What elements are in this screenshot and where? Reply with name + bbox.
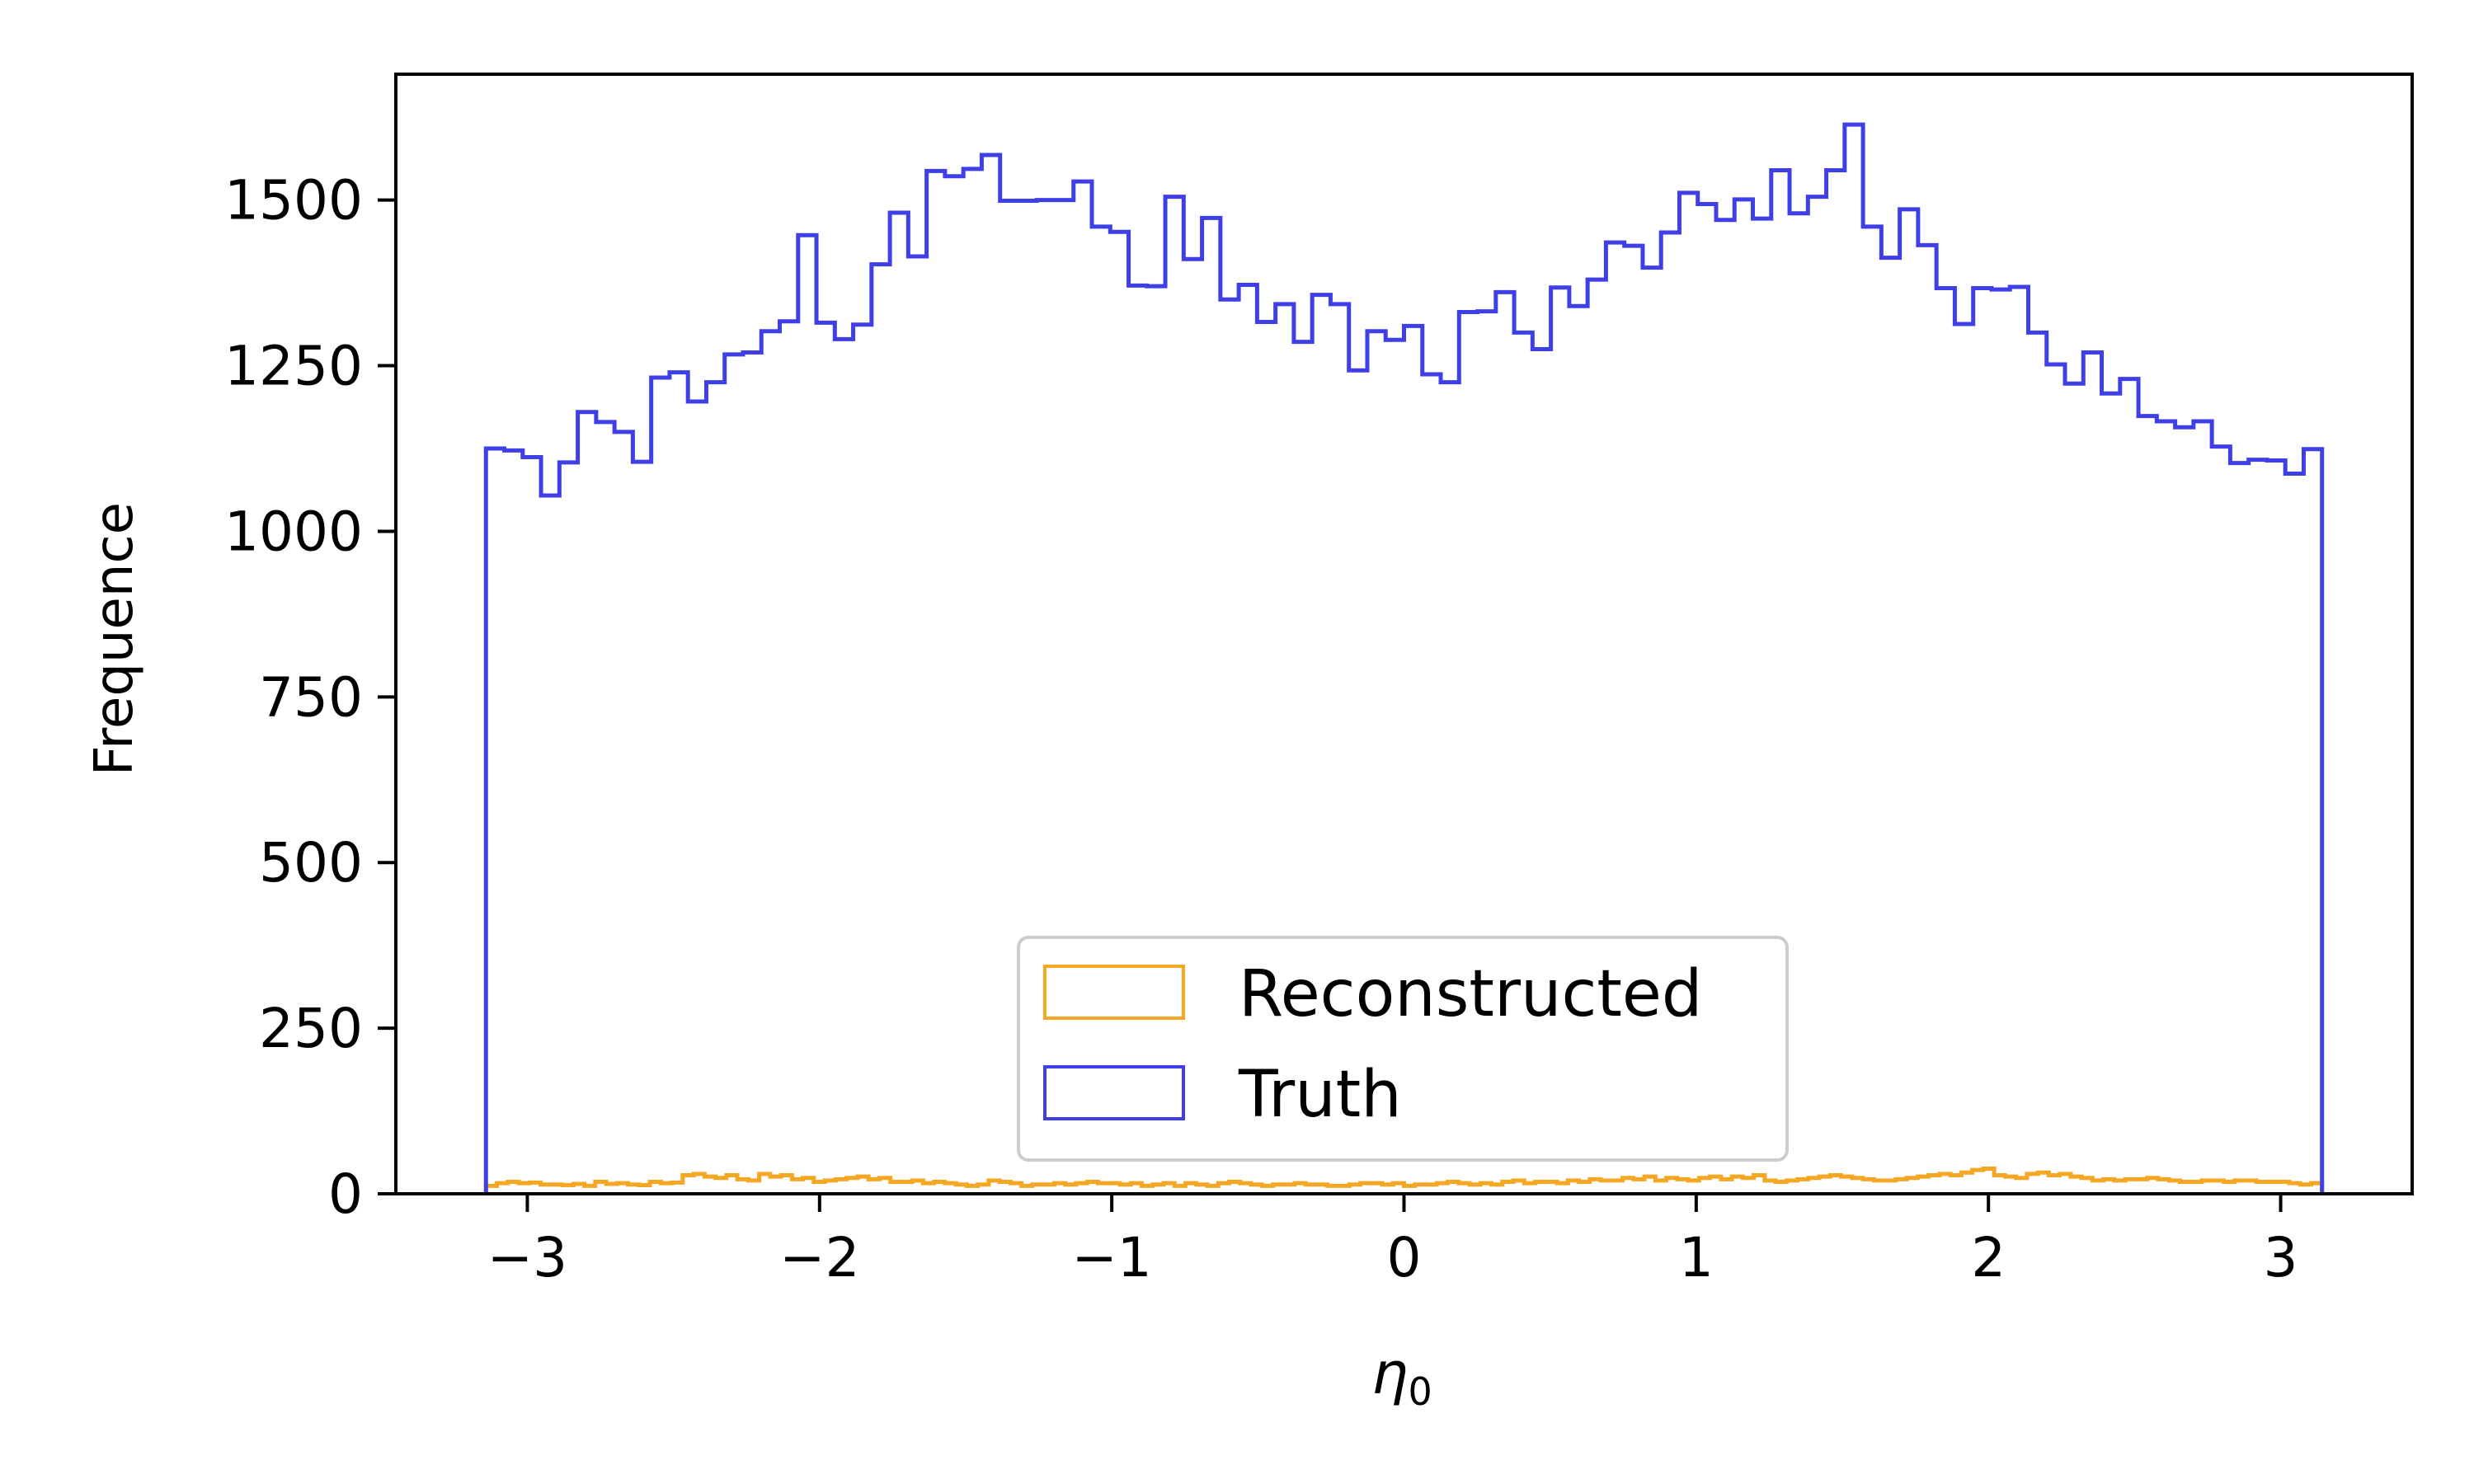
legend-box	[1017, 936, 1789, 1162]
y-tick-label: 750	[259, 665, 363, 729]
legend: Reconstructed Truth	[1017, 936, 1789, 1162]
y-tick-label: 0	[328, 1162, 363, 1226]
x-axis-label-symbol: η	[1371, 1340, 1408, 1407]
y-tick-label: 250	[259, 997, 363, 1060]
legend-swatch-reconstructed	[1043, 965, 1185, 1020]
y-axis-label: Frequence	[84, 502, 145, 776]
x-tick-label: 2	[1971, 1226, 2006, 1289]
x-tick-label: 1	[1679, 1226, 1714, 1289]
series-line-truth	[483, 122, 2325, 1194]
y-axis: 0 250 500 750 1000 1250 1500	[224, 169, 396, 1226]
legend-label-truth: Truth	[1238, 1058, 1402, 1132]
x-tick-label: −3	[487, 1226, 567, 1289]
series-line-reconstructed	[483, 1166, 2325, 1194]
series-layer	[483, 122, 2325, 1194]
x-axis-label-subscript: 0	[1409, 1369, 1432, 1414]
x-tick-label: −1	[1072, 1226, 1152, 1289]
x-axis-label: η0	[1371, 1340, 1432, 1414]
y-tick-label: 1500	[224, 169, 363, 232]
y-tick-label: 500	[259, 831, 363, 895]
x-tick-label: 3	[2264, 1226, 2298, 1289]
legend-label-reconstructed: Reconstructed	[1239, 957, 1702, 1031]
x-tick-label: −2	[779, 1226, 859, 1289]
y-tick-label: 1250	[224, 335, 363, 398]
x-axis: −3 −2 −1 0 1 2 3	[487, 1194, 2298, 1289]
y-tick-label: 1000	[224, 500, 363, 563]
x-tick-label: 0	[1387, 1226, 1422, 1289]
legend-swatch-truth	[1043, 1065, 1185, 1120]
